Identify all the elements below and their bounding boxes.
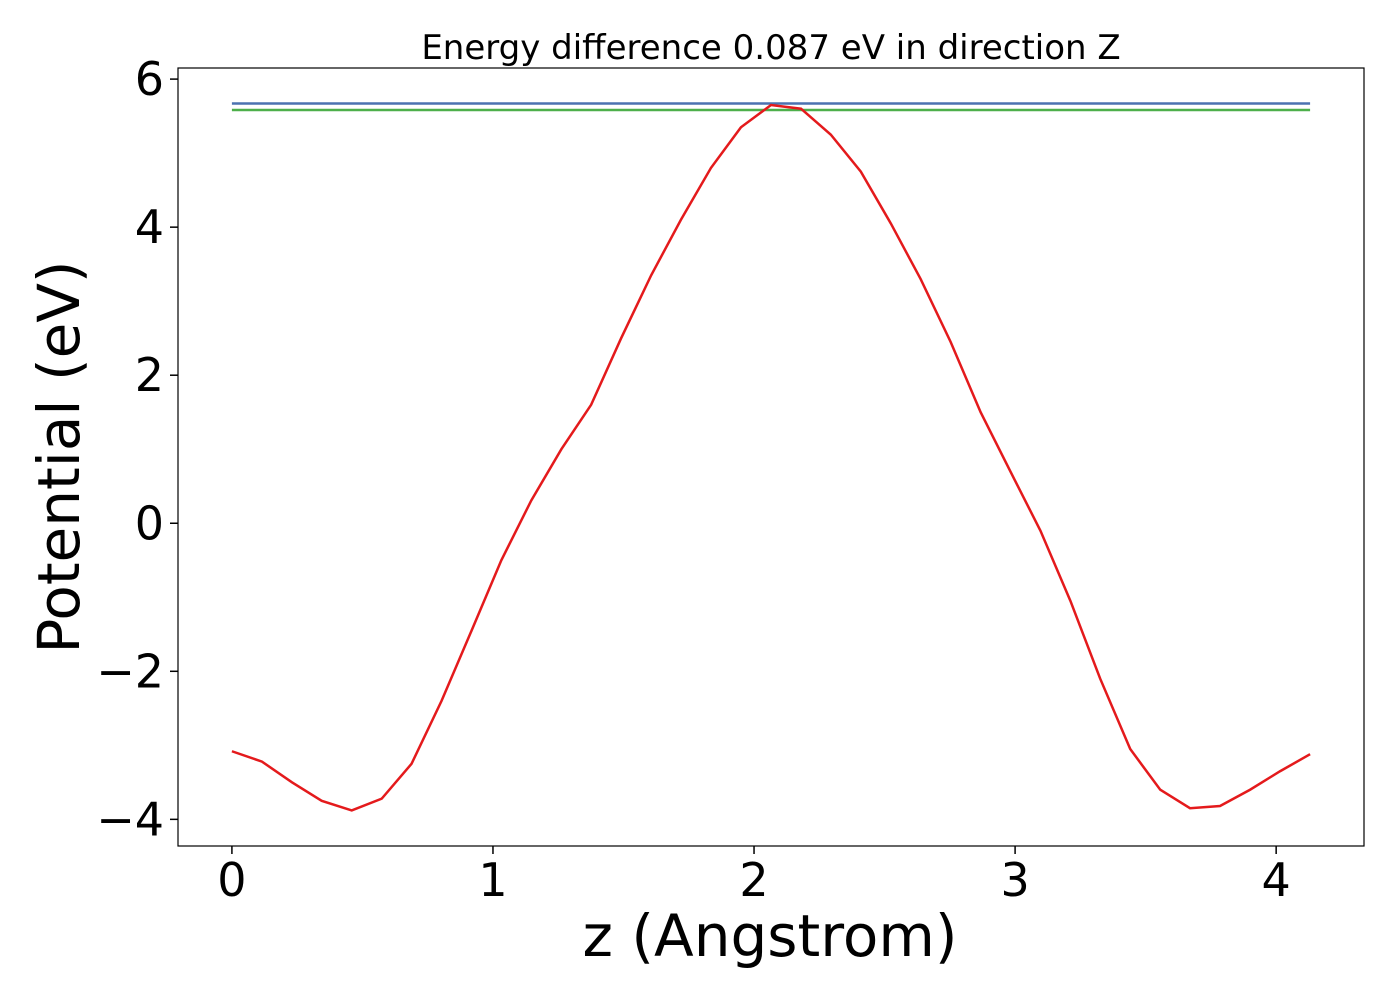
- y-tick-label: 2: [135, 348, 164, 402]
- chart-title: Energy difference 0.087 eV in direction …: [421, 28, 1120, 68]
- x-tick-label: 1: [478, 853, 507, 907]
- x-tick-label: 3: [1000, 853, 1029, 907]
- x-axis-label: z (Angstrom): [583, 902, 958, 970]
- y-tick-label: 0: [135, 496, 164, 550]
- x-tick-label: 4: [1262, 853, 1291, 907]
- series-line: [231, 103, 1311, 812]
- y-tick-label: −4: [96, 792, 164, 846]
- x-tick-label: 0: [217, 853, 246, 907]
- y-tick-label: −2: [96, 644, 164, 698]
- plot-frame: [177, 67, 1365, 847]
- y-axis-label: Potential (eV): [25, 260, 93, 653]
- y-tick-label: 6: [135, 52, 164, 106]
- y-tick-label: 4: [135, 200, 164, 254]
- x-tick-label: 2: [739, 853, 768, 907]
